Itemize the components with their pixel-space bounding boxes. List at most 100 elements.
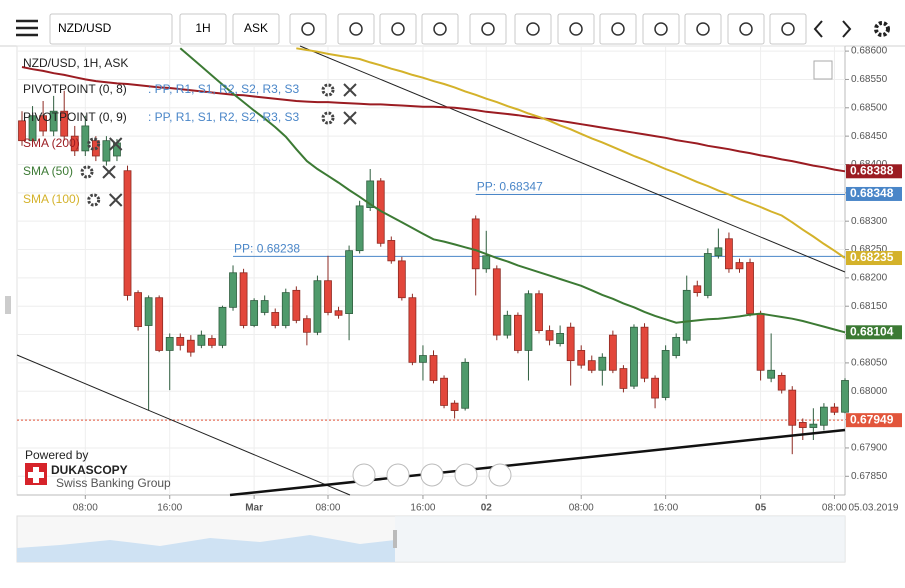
- candle-body: [165, 336, 174, 351]
- candle-body: [366, 180, 375, 208]
- trend-line: [16, 354, 351, 496]
- tool-button[interactable]: [642, 13, 680, 45]
- navigator-window[interactable]: [395, 516, 845, 562]
- x-tick-label: Mar: [245, 503, 263, 514]
- candle-body: [514, 314, 522, 351]
- candle-body: [798, 422, 807, 428]
- tool-button[interactable]: [337, 13, 375, 45]
- close-icon[interactable]: [108, 137, 123, 151]
- x-tick-label: 08:00: [315, 503, 340, 514]
- candle-body: [608, 334, 617, 371]
- side-box[interactable]: [232, 13, 280, 45]
- price-tag: [846, 413, 902, 428]
- powered-by: Powered by: [25, 448, 88, 462]
- chart-title: NZD/USD, 1H, ASK: [23, 56, 128, 70]
- tool-button[interactable]: [599, 13, 637, 45]
- candle-body: [155, 297, 164, 351]
- nav-zoom-in[interactable]: [454, 463, 478, 487]
- candle-body: [18, 120, 26, 142]
- x-tick-label: 08:00: [569, 503, 594, 514]
- tool-button[interactable]: [769, 13, 807, 45]
- candle-body: [345, 250, 353, 314]
- candle-body: [49, 110, 58, 132]
- trend-line: [299, 45, 846, 273]
- x-tick-label: 16:00: [157, 503, 182, 514]
- gear[interactable]: [87, 137, 101, 151]
- candle-body: [355, 205, 364, 252]
- brand-name: DUKASCOPY: [51, 463, 128, 477]
- price-tag: [846, 325, 902, 340]
- candle-body: [587, 360, 596, 371]
- gear[interactable]: [321, 83, 335, 97]
- candle-body: [714, 247, 723, 257]
- settings-icon[interactable]: [874, 21, 890, 37]
- nav-zoom-out[interactable]: [386, 463, 410, 487]
- side-handle[interactable]: [5, 296, 11, 314]
- close-icon[interactable]: [102, 165, 116, 179]
- candle-body: [819, 406, 828, 426]
- candle-body: [208, 338, 216, 346]
- legend-entry: SMA (50): [23, 164, 73, 178]
- symbol[interactable]: NZD/USD: [58, 21, 112, 35]
- overlay: 0.68388 0.68348 0.68235 0.68104 0.67949: [21, 47, 902, 428]
- tool-button[interactable]: [289, 13, 327, 45]
- y-tick-label: 0.68450: [851, 131, 888, 142]
- period[interactable]: 1H: [195, 21, 210, 35]
- tool-button[interactable]: [727, 13, 765, 45]
- tool-button[interactable]: [421, 13, 459, 45]
- symbol-box[interactable]: [49, 13, 173, 45]
- menu-button[interactable]: [12, 14, 42, 44]
- nav-fit[interactable]: [420, 463, 444, 487]
- nav-prev[interactable]: [352, 463, 376, 487]
- candle-body: [482, 255, 491, 270]
- tool-button[interactable]: [557, 13, 595, 45]
- candle-body: [271, 312, 280, 326]
- close-icon[interactable]: [343, 111, 357, 125]
- nav-next[interactable]: [488, 463, 512, 487]
- candle-body: [651, 377, 659, 399]
- y-tick-label: 0.68050: [851, 358, 888, 369]
- navigator-handle[interactable]: [393, 530, 397, 548]
- y-tick-label: 0.67850: [851, 471, 888, 482]
- legend: NZD/USD, 1H, ASK PIVOTPOINT (0, 8) : PP,…: [23, 56, 357, 207]
- sma-line: [179, 47, 846, 334]
- candle-body: [693, 285, 702, 294]
- price-tag-label: 0.68388: [850, 163, 894, 177]
- candle-body: [524, 293, 533, 351]
- navigator-area: [17, 535, 395, 562]
- period-box[interactable]: [179, 13, 227, 45]
- tool-button[interactable]: [514, 13, 552, 45]
- tool-icon: [739, 22, 753, 36]
- gear-icon[interactable]: [321, 111, 335, 125]
- candle-body: [39, 115, 48, 132]
- indicator-label: PIVOTPOINT (0, 9): [23, 110, 127, 124]
- candle-body: [556, 333, 565, 345]
- candle-body: [577, 350, 586, 366]
- gear[interactable]: [80, 165, 94, 179]
- sma-line: [296, 47, 846, 259]
- y-tick-label: 0.68500: [851, 102, 888, 113]
- x-tick-label: 05: [755, 503, 767, 514]
- tool-icon: [349, 22, 363, 36]
- gear[interactable]: [321, 111, 335, 125]
- arrow-left[interactable]: [813, 20, 823, 38]
- candle-body: [134, 292, 142, 328]
- candle-body: [841, 380, 849, 413]
- expand-button[interactable]: [813, 60, 833, 80]
- close-icon[interactable]: [108, 193, 123, 207]
- tool-icon: [569, 22, 583, 36]
- tool-button[interactable]: [684, 13, 722, 45]
- tool-button[interactable]: [469, 13, 507, 45]
- arrow-right[interactable]: [842, 20, 852, 38]
- close-icon[interactable]: [343, 83, 357, 97]
- gear[interactable]: [87, 193, 101, 207]
- candle-body: [260, 300, 269, 313]
- candle-body: [81, 125, 90, 152]
- candle-body: [661, 350, 670, 398]
- candle-body: [281, 292, 290, 326]
- nav-buttons: [352, 463, 512, 487]
- side[interactable]: ASK: [244, 21, 268, 35]
- tool-icon: [526, 22, 540, 36]
- gear-icon[interactable]: [321, 83, 335, 97]
- tool-button[interactable]: [379, 13, 417, 45]
